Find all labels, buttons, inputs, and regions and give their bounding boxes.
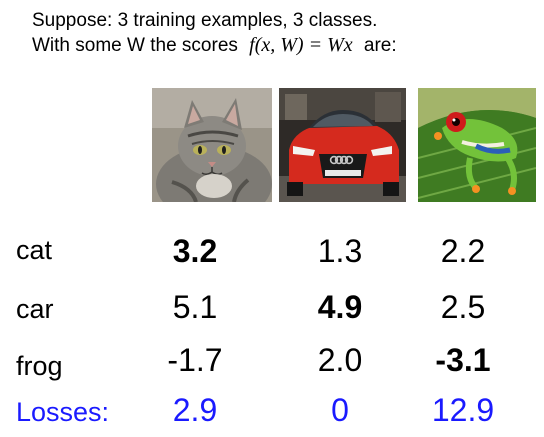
intro-line-2-prefix: With some W the scores: [32, 35, 238, 56]
score-car-on-frog-image: 2.5: [440, 289, 486, 325]
row-label-car: car: [16, 294, 54, 324]
car-image: [279, 88, 406, 202]
intro-line-2: With some W the scores f(x, W) = Wx are:: [32, 33, 397, 58]
cat-image: [152, 88, 272, 202]
intro-line-2-suffix: are:: [363, 35, 397, 56]
score-formula: f(x, W) = Wx: [249, 34, 353, 56]
losses-label: Losses:: [16, 397, 110, 427]
row-label-cat: cat: [16, 235, 53, 265]
loss-frog-image: 12.9: [431, 392, 495, 428]
loss-cat-image: 2.9: [172, 392, 218, 428]
score-frog-on-cat-image: -1.7: [167, 342, 223, 378]
intro-line-1: Suppose: 3 training examples, 3 classes.: [32, 10, 378, 31]
score-cat-on-cat-image: 3.2: [172, 233, 218, 269]
score-cat-on-car-image: 1.3: [317, 233, 363, 269]
score-car-on-cat-image: 5.1: [172, 289, 218, 325]
score-car-on-car-image: 4.9: [317, 289, 363, 325]
row-label-frog: frog: [16, 351, 63, 381]
loss-car-image: 0: [331, 392, 349, 428]
score-frog-on-car-image: 2.0: [317, 342, 363, 378]
score-cat-on-frog-image: 2.2: [440, 233, 486, 269]
score-frog-on-frog-image: -3.1: [435, 342, 491, 378]
intro-text: Suppose: 3 training examples, 3 classes.…: [32, 8, 397, 58]
frog-image: [418, 88, 536, 202]
